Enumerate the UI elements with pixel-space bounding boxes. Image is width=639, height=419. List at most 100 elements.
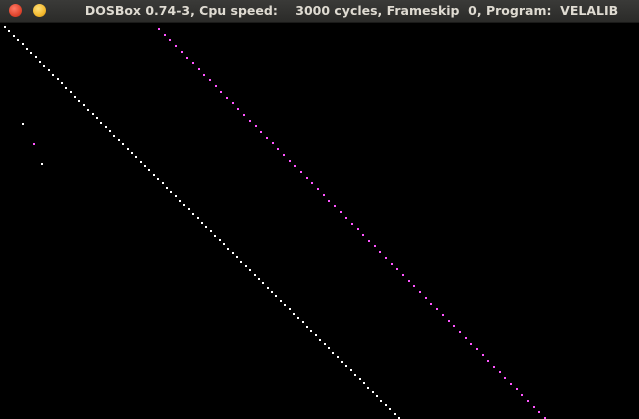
magenta-trail-dot: [186, 57, 188, 59]
magenta-trail-dot: [510, 383, 512, 385]
magenta-trail-dot: [436, 308, 438, 310]
magenta-trail-dot: [465, 337, 467, 339]
magenta-trail-dot: [362, 234, 364, 236]
white-trail-dot: [359, 378, 361, 380]
magenta-trail-dot: [351, 223, 353, 225]
white-trail-dot: [179, 200, 181, 202]
magenta-trail-dot: [232, 102, 234, 104]
white-trail-dot: [271, 291, 273, 293]
magenta-trail-dot: [448, 320, 450, 322]
magenta-trail-dot: [237, 108, 239, 110]
magenta-trail-dot: [277, 148, 279, 150]
white-trail-dot: [306, 326, 308, 328]
white-trail-dot: [113, 135, 115, 137]
magenta-trail-dot: [402, 274, 404, 276]
white-trail-dot: [166, 187, 168, 189]
white-trail-dot: [385, 404, 387, 406]
magenta-trail: [158, 28, 546, 419]
magenta-trail-dot: [430, 303, 432, 305]
magenta-dot: [33, 143, 35, 145]
white-trail-dot: [183, 204, 185, 206]
magenta-trail-dot: [272, 142, 274, 144]
magenta-trail-dot: [328, 200, 330, 202]
graphics-canvas: [4, 26, 546, 419]
magenta-trail-dot: [249, 120, 251, 122]
white-trail-dot: [315, 334, 317, 336]
magenta-trail-dot: [459, 331, 461, 333]
white-dot: [22, 123, 24, 125]
magenta-trail-dot: [476, 348, 478, 350]
magenta-trail-dot: [220, 91, 222, 93]
close-button[interactable]: [9, 4, 22, 17]
white-trail-dot: [367, 387, 369, 389]
magenta-trail-dot: [215, 85, 217, 87]
white-trail-dot: [227, 248, 229, 250]
title-bar[interactable]: DOSBox 0.74-3, Cpu speed: 3000 cycles, F…: [0, 0, 639, 23]
magenta-trail-dot: [379, 251, 381, 253]
magenta-trail-dot: [226, 97, 228, 99]
magenta-trail-dot: [357, 228, 359, 230]
white-trail-dot: [214, 235, 216, 237]
white-trail-dot: [140, 161, 142, 163]
white-trail-dot: [48, 69, 50, 71]
magenta-trail-dot: [306, 177, 308, 179]
white-trail-dot: [170, 191, 172, 193]
white-trail-dot: [341, 361, 343, 363]
white-trail-dot: [293, 313, 295, 315]
magenta-trail-dot: [181, 51, 183, 53]
white-trail-dot: [232, 252, 234, 254]
white-trail-dot: [70, 91, 72, 93]
magenta-trail-dot: [499, 371, 501, 373]
magenta-trail-dot: [311, 182, 313, 184]
magenta-trail-dot: [538, 411, 540, 413]
white-trail-dot: [78, 100, 80, 102]
magenta-trail-dot: [243, 114, 245, 116]
white-trail-dot: [398, 417, 400, 419]
magenta-trail-dot: [203, 74, 205, 76]
white-trail: [4, 26, 400, 419]
dos-screen[interactable]: [0, 23, 639, 419]
white-trail-dot: [61, 82, 63, 84]
white-trail-dot: [210, 230, 212, 232]
white-trail-dot: [319, 339, 321, 341]
white-trail-dot: [324, 343, 326, 345]
white-trail-dot: [22, 43, 24, 45]
white-trail-dot: [345, 365, 347, 367]
magenta-trail-dot: [533, 406, 535, 408]
magenta-trail-dot: [453, 325, 455, 327]
magenta-trail-dot: [158, 28, 160, 30]
magenta-trail-dot: [470, 343, 472, 345]
magenta-trail-dot: [294, 165, 296, 167]
white-trail-dot: [188, 208, 190, 210]
white-trail-dot: [205, 226, 207, 228]
magenta-trail-dot: [209, 79, 211, 81]
white-trail-dot: [122, 143, 124, 145]
magenta-trail-dot: [255, 125, 257, 127]
magenta-trail-dot: [198, 68, 200, 70]
magenta-trail-dot: [442, 314, 444, 316]
magenta-trail-dot: [169, 39, 171, 41]
window-title: DOSBox 0.74-3, Cpu speed: 3000 cycles, F…: [84, 3, 619, 18]
white-trail-dot: [289, 308, 291, 310]
white-trail-dot: [148, 169, 150, 171]
white-trail-dot: [350, 369, 352, 371]
magenta-trail-dot: [340, 211, 342, 213]
white-trail-dot: [363, 382, 365, 384]
white-trail-dot: [30, 52, 32, 54]
white-trail-dot: [245, 265, 247, 267]
magenta-trail-dot: [266, 137, 268, 139]
white-trail-dot: [262, 282, 264, 284]
magenta-trail-dot: [374, 245, 376, 247]
minimize-button[interactable]: [33, 4, 46, 17]
white-trail-dot: [8, 30, 10, 32]
white-trail-dot: [127, 148, 129, 150]
magenta-trail-dot: [323, 194, 325, 196]
magenta-trail-dot: [516, 388, 518, 390]
white-trail-dot: [236, 256, 238, 258]
white-trail-dot: [57, 78, 59, 80]
magenta-trail-dot: [260, 131, 262, 133]
white-trail-dot: [394, 413, 396, 415]
white-trail-dot: [87, 109, 89, 111]
white-trail-dot: [297, 317, 299, 319]
white-trail-dot: [131, 152, 133, 154]
